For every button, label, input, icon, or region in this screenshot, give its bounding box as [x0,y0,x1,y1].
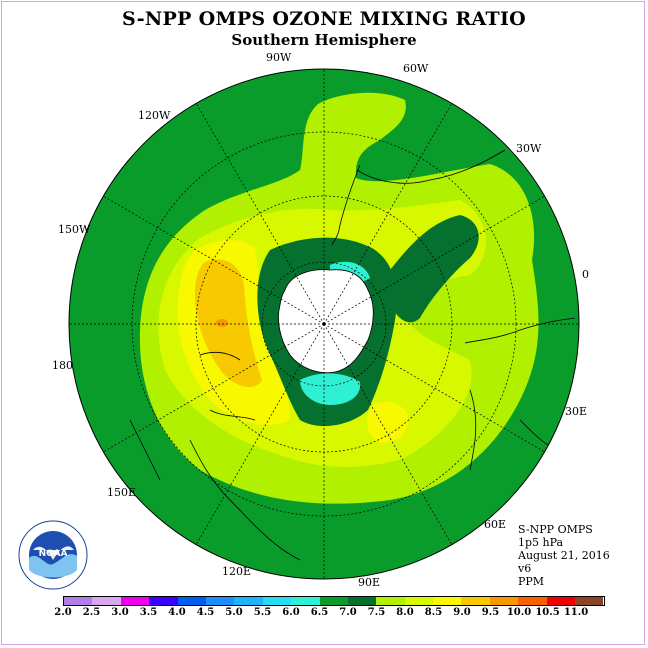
colorbar-tick-label: 2.5 [82,607,101,618]
contour-9-5 [216,319,228,327]
colorbar-swatch [404,597,434,605]
colorbar-ticks: 2.0 2.5 3.0 3.5 4.0 4.5 5.0 5.5 6.0 6.5 7.0 7.5 8.0 8… [0,607,648,621]
info-level: 1p5 hPa [518,536,564,549]
colorbar-swatch [546,597,576,605]
map-boundary [68,68,580,580]
colorbar-tick-label: 5.0 [225,607,243,618]
lon-label-120w: 120W [138,109,171,122]
colorbar-tick-label: 7.0 [339,607,357,618]
lon-label-90w: 90W [266,51,292,64]
colorbar-tick-label: 8.0 [396,607,414,618]
colorbar-swatch [461,597,490,605]
colorbar-tick-label: 9.5 [481,607,500,618]
colorbar-swatch [376,597,405,605]
antarctica [278,269,374,374]
info-version: v6 [518,562,532,575]
lon-label-120e: 120E [222,565,252,578]
lon-label-60w: 60W [403,62,429,75]
lon-label-90e: 90E [358,576,381,589]
colorbar-swatch [291,597,320,605]
lon-label-150e: 150E [107,486,137,499]
colorbar-tick-label: 11.0 [563,607,589,618]
info-units: PPM [518,575,545,588]
colorbar-tick-label: 5.5 [253,607,272,618]
graticule [69,69,579,579]
logo-text: NOAA [39,549,68,559]
lon-label-60e: 60E [484,518,507,531]
colorbar-tick-label: 8.5 [424,607,443,618]
lon-label-30w: 30W [516,142,542,155]
colorbar-tick-label: 10.0 [506,607,532,618]
map-subtitle: Southern Hemisphere [231,31,417,49]
colorbar-swatch [319,597,348,605]
colorbar-tick-label: 9.0 [453,607,471,618]
colorbar-swatch [433,597,462,605]
colorbar-swatch [575,597,604,605]
lon-label-180: 180 [52,359,73,372]
lon-label-30e: 30E [565,405,588,418]
info-date: August 21, 2016 [518,549,610,562]
noaa-logo: NOAA [18,520,88,590]
colorbar-swatch [489,597,519,605]
colorbar-tick-label: 4.5 [196,607,215,618]
colorbar-swatch [262,597,292,605]
coastlines [129,149,576,561]
contour-9-0 [195,259,262,387]
colorbar-tick-label: 3.0 [111,607,129,618]
lon-label-150w: 150W [58,223,91,236]
colorbar-tick-label: 7.5 [367,607,386,618]
colorbar-tick-label: 6.5 [310,607,329,618]
colorbar-swatch [92,597,121,605]
colorbar-swatch [64,597,93,605]
colorbar [63,596,605,606]
colorbar-tick-label: 10.5 [535,607,560,618]
contour-7-0-east [390,215,479,323]
colorbar-swatch [177,597,206,605]
colorbar-swatch [205,597,235,605]
map-title: S-NPP OMPS OZONE MIXING RATIO [121,8,527,30]
colorbar-swatch [234,597,263,605]
colorbar-tick-label: 6.0 [282,607,300,618]
lon-label-0: 0 [582,268,589,281]
colorbar-tick-label: 2.0 [54,607,72,618]
info-block: S-NPP OMPS 1p5 hPa August 21, 2016 v6 PP… [518,523,610,588]
south-pole-marker [322,322,326,326]
contour-8-5-east [367,401,409,443]
colorbar-tick-label: 4.0 [168,607,186,618]
info-instrument: S-NPP OMPS [518,523,593,536]
contour-6-0 [300,373,361,405]
colorbar-tick-label: 3.5 [139,607,158,618]
colorbar-swatch [149,597,178,605]
colorbar-swatch [518,597,547,605]
colorbar-swatch [347,597,377,605]
colorbar-swatch [120,597,150,605]
